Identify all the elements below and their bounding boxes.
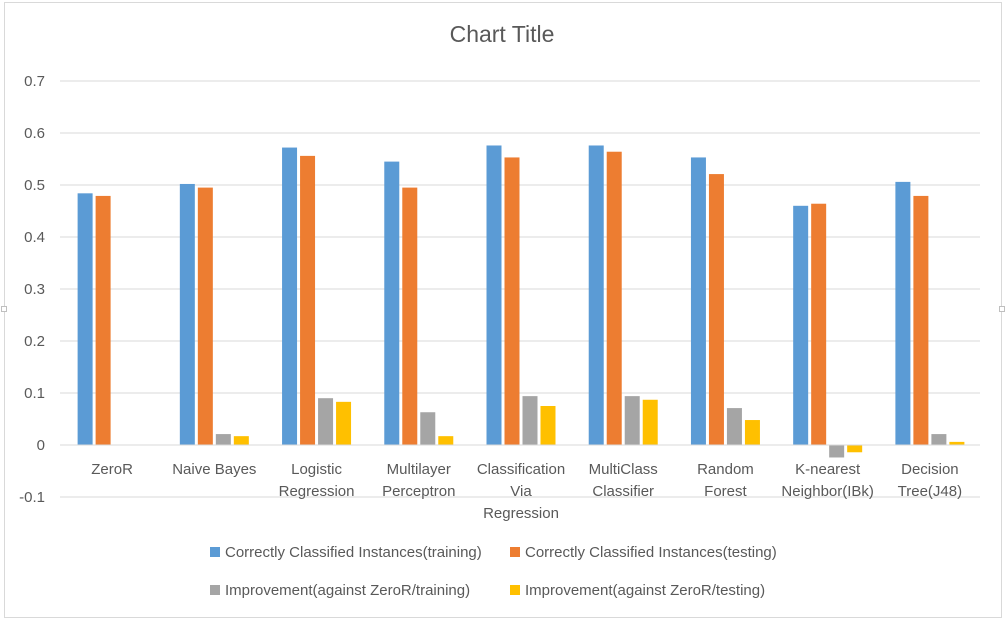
x-tick-label: K-nearest Neighbor(IBk): [781, 461, 874, 500]
y-tick-label: 0.5: [24, 177, 45, 194]
chart-title: Chart Title: [450, 21, 555, 47]
bar: [913, 195, 929, 445]
chart-frame[interactable]: [4, 2, 1002, 618]
legend-item: Improvement(against ZeroR/testing): [510, 582, 765, 599]
bar: [438, 436, 454, 445]
x-tick-label: Random Forest: [697, 461, 754, 500]
bar: [726, 408, 742, 445]
x-tick-label: Decision Tree(J48): [898, 461, 962, 500]
bar: [624, 396, 640, 445]
y-tick-label: 0.4: [24, 229, 45, 246]
bars: [77, 145, 965, 458]
x-tick-label: Multilayer Perceptron: [382, 461, 455, 500]
bar: [402, 187, 418, 445]
bar: [384, 161, 400, 445]
bar: [949, 441, 965, 445]
bar: [318, 398, 334, 445]
legend-item: Improvement(against ZeroR/training): [210, 582, 470, 599]
bar: [540, 406, 556, 445]
bar: [282, 147, 298, 445]
x-tick-label: MultiClass Classifier: [589, 461, 658, 500]
legend-swatch: [210, 585, 220, 595]
bar: [708, 174, 724, 445]
bar: [197, 187, 213, 445]
bar: [847, 445, 863, 453]
bar: [486, 145, 502, 446]
legend-label: Correctly Classified Instances(testing): [525, 544, 777, 561]
bar: [895, 181, 911, 445]
bar: [522, 396, 538, 445]
y-tick-label: 0.1: [24, 385, 45, 402]
bar: [420, 412, 436, 445]
legend-item: Correctly Classified Instances(training): [210, 544, 482, 561]
bar: [829, 445, 845, 458]
bar: [95, 195, 111, 445]
bar: [811, 203, 827, 445]
y-tick-label: 0.3: [24, 281, 45, 298]
y-tick-label: 0.2: [24, 333, 45, 350]
bar: [606, 151, 622, 445]
bar: [931, 434, 947, 445]
bar: [179, 183, 195, 445]
legend-label: Improvement(against ZeroR/testing): [525, 582, 765, 599]
y-tick-label: 0.6: [24, 125, 45, 142]
x-tick-label: ZeroR: [91, 461, 133, 478]
y-axis: 0.7 0.6 0.5 0.4 0.3 0.2 0.1 0 -0.1: [19, 73, 45, 506]
legend-swatch: [210, 547, 220, 557]
legend: Correctly Classified Instances(training)…: [210, 544, 777, 599]
legend-item: Correctly Classified Instances(testing): [510, 544, 777, 561]
legend-label: Correctly Classified Instances(training): [225, 544, 482, 561]
gridlines: [60, 80, 980, 498]
y-tick-label: 0.7: [24, 73, 45, 90]
legend-swatch: [510, 547, 520, 557]
x-axis: ZeroR Naive Bayes Logistic Regression Multil…: [60, 444, 980, 522]
resize-handle-left[interactable]: [1, 306, 7, 312]
bar: [215, 434, 231, 445]
bar: [300, 155, 316, 445]
y-tick-label: 0: [37, 437, 45, 454]
x-tick-label: Naive Bayes: [172, 461, 256, 478]
bar: [233, 436, 249, 445]
legend-label: Improvement(against ZeroR/training): [225, 582, 470, 599]
bar: [77, 193, 93, 445]
bar: [504, 157, 520, 445]
x-tick-label: Classification Via Regression: [477, 461, 565, 522]
bar: [642, 399, 658, 445]
resize-handle-right[interactable]: [999, 306, 1005, 312]
x-tick-label: Logistic Regression: [279, 461, 355, 500]
legend-swatch: [510, 585, 520, 595]
bar: [744, 420, 760, 445]
bar: [793, 205, 809, 445]
bar: [588, 145, 604, 446]
bar: [690, 157, 706, 445]
bar: [336, 401, 352, 445]
y-tick-label: -0.1: [19, 489, 45, 506]
